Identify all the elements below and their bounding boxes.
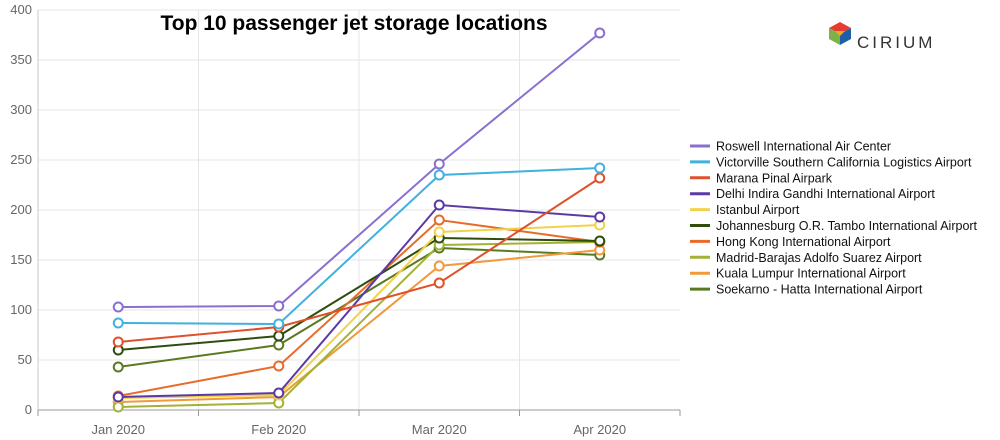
legend-label: Victorville Southern California Logistic… [716, 155, 972, 169]
legend-label: Madrid-Barajas Adolfo Suarez Airport [716, 251, 922, 265]
data-point[interactable] [112, 361, 124, 373]
data-point[interactable] [594, 211, 606, 223]
cirium-logo-text: CIRIUM [857, 33, 935, 52]
data-point[interactable] [112, 317, 124, 329]
series-markers [112, 27, 606, 413]
y-tick-label: 200 [10, 202, 32, 217]
cirium-logo-mark-icon [829, 22, 851, 45]
data-point[interactable] [433, 169, 445, 181]
data-point[interactable] [433, 158, 445, 170]
legend-label: Kuala Lumpur International Airport [716, 267, 906, 281]
legend-item[interactable]: Soekarno - Hatta International Airport [690, 283, 923, 297]
x-tick-label: Apr 2020 [573, 422, 626, 437]
grid [38, 9, 680, 411]
y-tick-label: 300 [10, 102, 32, 117]
data-point[interactable] [433, 199, 445, 211]
y-tick-label: 100 [10, 302, 32, 317]
data-point[interactable] [112, 391, 124, 403]
y-tick-label: 250 [10, 152, 32, 167]
y-tick-label: 0 [25, 402, 32, 417]
legend-item[interactable]: Roswell International Air Center [690, 140, 891, 154]
y-tick-label: 50 [18, 352, 32, 367]
legend-label: Istanbul Airport [716, 203, 800, 217]
data-point[interactable] [594, 162, 606, 174]
series-line [118, 32, 601, 308]
series-line [118, 224, 600, 399]
x-tick-label: Feb 2020 [251, 422, 306, 437]
logo-shape-green [829, 28, 840, 45]
data-point[interactable] [112, 401, 124, 413]
legend-label: Hong Kong International Airport [716, 235, 891, 249]
data-point[interactable] [273, 330, 285, 342]
legend: Roswell International Air CenterVictorvi… [690, 140, 978, 297]
data-point[interactable] [594, 172, 606, 184]
data-point[interactable] [112, 336, 124, 348]
series-line [118, 241, 600, 408]
data-point[interactable] [433, 226, 445, 238]
data-point[interactable] [433, 277, 445, 289]
series-line [118, 203, 600, 398]
y-tick-label: 150 [10, 252, 32, 267]
logo-shape-blue [840, 28, 851, 45]
legend-item[interactable]: Istanbul Airport [690, 203, 800, 217]
series-line [118, 246, 600, 368]
x-tick-label: Jan 2020 [92, 422, 146, 437]
legend-label: Soekarno - Hatta International Airport [716, 283, 923, 297]
data-point[interactable] [273, 360, 285, 372]
data-point[interactable] [594, 235, 606, 247]
data-point[interactable] [112, 301, 124, 313]
series-line [118, 236, 600, 351]
data-point[interactable] [273, 318, 285, 330]
legend-item[interactable]: Kuala Lumpur International Airport [690, 267, 906, 281]
logo-shape-yellow [835, 31, 845, 36]
legend-label: Marana Pinal Airpark [716, 171, 833, 185]
series-line [118, 249, 600, 403]
legend-label: Johannesburg O.R. Tambo International Ai… [716, 219, 978, 233]
data-point[interactable] [273, 387, 285, 399]
data-point[interactable] [433, 260, 445, 272]
legend-item[interactable]: Delhi Indira Gandhi International Airpor… [690, 187, 935, 201]
data-point[interactable] [433, 214, 445, 226]
data-point[interactable] [273, 300, 285, 312]
legend-item[interactable]: Johannesburg O.R. Tambo International Ai… [690, 219, 978, 233]
y-tick-label: 350 [10, 52, 32, 67]
data-point[interactable] [273, 339, 285, 351]
legend-item[interactable]: Marana Pinal Airpark [690, 171, 833, 185]
series-line [118, 177, 601, 343]
cirium-logo: CIRIUM [829, 22, 935, 52]
y-tick-label: 400 [10, 2, 32, 17]
legend-label: Delhi Indira Gandhi International Airpor… [716, 187, 935, 201]
x-tick-label: Mar 2020 [412, 422, 467, 437]
series-line [118, 167, 600, 326]
legend-item[interactable]: Hong Kong International Airport [690, 235, 891, 249]
data-point[interactable] [594, 27, 606, 39]
series-lines [118, 32, 601, 408]
legend-label: Roswell International Air Center [716, 140, 891, 154]
axes: 0 50 100 150 200 250 300 350 400 Jan 2020 Feb 2020… [10, 2, 681, 437]
chart-title: Top 10 passenger jet storage locations [160, 12, 547, 35]
legend-item[interactable]: Madrid-Barajas Adolfo Suarez Airport [690, 251, 922, 265]
legend-item[interactable]: Victorville Southern California Logistic… [690, 155, 972, 169]
